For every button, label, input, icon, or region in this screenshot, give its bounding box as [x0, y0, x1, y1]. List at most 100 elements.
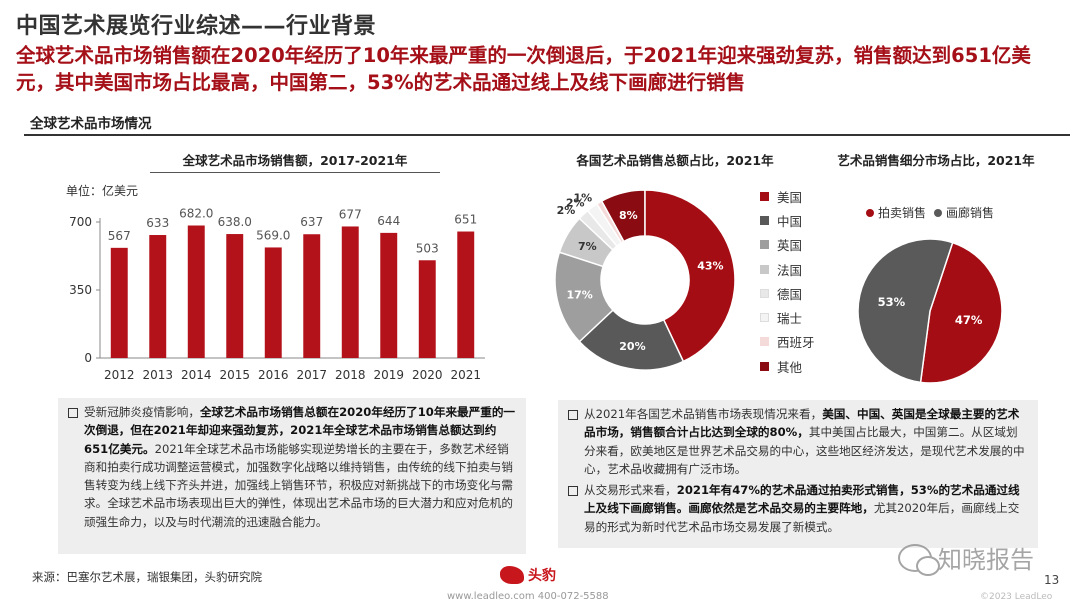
donut-chart-title: 各国艺术品销售总额占比，2021年	[555, 150, 795, 169]
y-tick-label: 700	[69, 215, 92, 229]
note-text: 2021年全球艺术品市场能够实现逆势增长的主要在于，多数艺术经销商和拍卖行成功调…	[84, 441, 513, 529]
bar	[226, 234, 244, 358]
x-tick-label: 2021	[450, 368, 481, 382]
legend-item: 拍卖销售	[866, 204, 926, 221]
left-notes: 受新冠肺炎疫情影响，全球艺术品市场销售总额在2020年经历了10年来最严重的一次…	[58, 398, 526, 554]
legend-label: 中国	[777, 213, 803, 229]
bar	[187, 225, 205, 358]
bar-chart-title-underline	[150, 172, 440, 173]
x-tick-label: 2015	[219, 368, 250, 382]
legend-swatch	[760, 288, 769, 298]
legend-swatch	[934, 208, 943, 217]
footer-contact: www.leadleo.com 400-072-5588	[447, 591, 609, 602]
x-tick-label: 2016	[258, 368, 289, 382]
donut-slice	[595, 200, 625, 244]
note-text: 从交易形式来看，	[584, 483, 677, 498]
legend-label: 拍卖销售	[878, 206, 927, 220]
donut-slice-label: 2%	[557, 204, 576, 217]
legend-item: 其他	[760, 354, 815, 378]
donut-chart: 8% 43% 20% 17% 7% 2%2%1%	[554, 189, 736, 371]
bar	[418, 260, 436, 358]
bar-value-label: 682.0	[179, 206, 213, 220]
legend-swatch	[760, 361, 769, 371]
note-emphasis: 美国、中国、英国是全球最主要的艺术品市场，销售额合计占比达到全球的80%，	[584, 407, 1020, 440]
legend-item: 英国	[760, 233, 815, 257]
page-title: 中国艺术展览行业综述——行业背景	[16, 14, 377, 39]
legend-item: 画廊销售	[934, 204, 994, 221]
bar-value-label: 638.0	[218, 215, 252, 229]
x-tick-label: 2020	[412, 368, 443, 382]
donut-slice-label: 20%	[619, 340, 645, 353]
donut-legend: 美国中国英国法国德国 瑞士西班牙其他	[760, 184, 815, 378]
wechat-icon	[898, 543, 940, 576]
donut-chart-title-text: 各国艺术品销售总额占比，2021年	[576, 153, 774, 168]
section-label: 全球艺术品市场情况	[30, 116, 152, 132]
section-divider	[24, 134, 1070, 136]
note-text: 其中美国占比最大，中国第二。从区域划分来看，欧美地区是世界艺术品交易的中心，这些…	[584, 425, 1025, 476]
donut-slice-label: 8%	[619, 209, 638, 222]
legend-label: 其他	[777, 359, 803, 375]
note-text: 从2021年各国艺术品销售市场表现情况来看，	[584, 407, 823, 421]
x-tick-label: 2013	[142, 368, 173, 382]
y-tick-label: 350	[69, 283, 92, 297]
x-tick-label: 2014	[181, 368, 212, 382]
bar-value-label: 651	[454, 213, 477, 227]
legend-label: 法国	[777, 262, 803, 278]
bar-value-label: 644	[377, 214, 400, 228]
note-emphasis: 全球艺术品市场销售总额在2020年经历了10年来最严重的一次倒退，但在2021年…	[84, 405, 516, 456]
legend-swatch	[760, 240, 769, 250]
source-note: 来源：巴塞尔艺术展，瑞银集团，头豹研究院	[32, 570, 262, 584]
legend-swatch	[866, 208, 874, 217]
pie-chart-title: 艺术品销售细分市场占比，2021年	[826, 150, 1046, 169]
note-text: 受新冠肺炎疫情影响，	[84, 405, 200, 419]
legend-item: 法国	[760, 257, 815, 281]
bar	[380, 232, 398, 358]
x-tick-label: 2012	[104, 368, 135, 382]
pie-slice-label: 47%	[955, 313, 983, 327]
donut-slice	[644, 189, 736, 363]
bar-value-label: 567	[108, 229, 131, 243]
pie-chart-title-text: 艺术品销售细分市场占比，2021年	[837, 153, 1035, 168]
bar	[149, 235, 167, 358]
donut-slice-label: 7%	[578, 240, 597, 253]
donut-slice-label: 2%	[566, 196, 585, 209]
legend-label: 英国	[777, 238, 803, 254]
legend-label: 西班牙	[777, 335, 815, 351]
legend-swatch	[760, 264, 769, 274]
x-tick-label: 2019	[373, 368, 404, 382]
legend-label: 美国	[777, 189, 803, 205]
pie-slice	[919, 241, 1003, 384]
legend-swatch	[760, 191, 769, 201]
brand-logo: 头豹	[500, 565, 556, 585]
pie-legend: 拍卖销售 画廊销售	[866, 204, 1002, 221]
y-tick-label: 0	[84, 351, 92, 365]
watermark: 知晓报告	[898, 540, 1034, 576]
bar-value-label: 503	[416, 241, 439, 255]
legend-swatch	[760, 215, 769, 225]
copyright: ©2023 LeadLeo	[980, 592, 1053, 602]
note-text: 尤其2020年后，画廊线上交易的形式为新时代艺术品市场交易发展了新模式。	[584, 501, 1020, 534]
bar-value-label: 677	[339, 207, 362, 221]
bar	[264, 247, 282, 358]
donut-slice-label: 17%	[566, 289, 592, 302]
bar	[303, 234, 321, 358]
bar-value-label: 569.0	[256, 228, 290, 242]
legend-label: 画廊销售	[946, 206, 995, 220]
bar	[457, 231, 475, 358]
bar-chart: 0 350 700 567 2012 633 2013 682.0 2014 638.0 2015 5…	[69, 206, 485, 382]
bar	[341, 226, 359, 358]
bar-value-label: 633	[146, 216, 169, 230]
legend-item: 德国	[760, 281, 815, 305]
x-tick-label: 2018	[335, 368, 366, 382]
legend-swatch	[760, 313, 769, 323]
page-subtitle: 全球艺术品市场销售额在2020年经历了10年来最严重的一次倒退后，于2021年迎…	[16, 44, 1031, 94]
legend-swatch	[760, 337, 769, 347]
brand-name: 头豹	[528, 568, 556, 584]
bar-value-label: 637	[300, 215, 323, 229]
page-number: 13	[1044, 573, 1060, 587]
legend-item: 中国	[760, 208, 815, 232]
bar-chart-title-text: 全球艺术品市场销售额，2017-2021年	[182, 153, 408, 168]
pie-slice-label: 53%	[878, 295, 906, 309]
legend-item: 瑞士	[760, 305, 815, 329]
legend-item: 西班牙	[760, 330, 815, 354]
